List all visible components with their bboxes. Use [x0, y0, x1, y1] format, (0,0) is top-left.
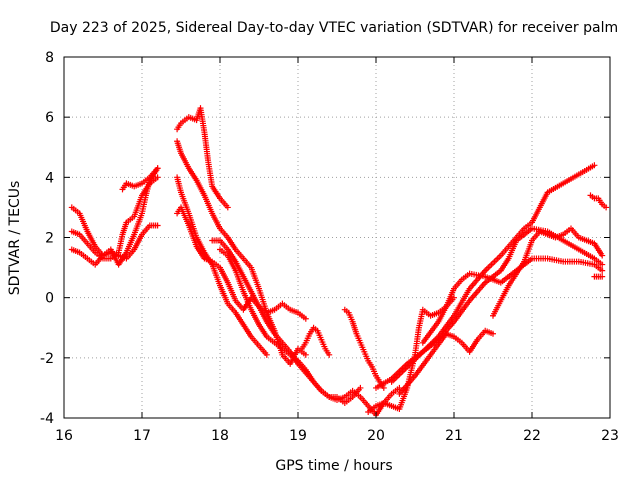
data-point	[599, 261, 606, 268]
series-track-18	[490, 225, 606, 319]
data-point	[224, 204, 231, 211]
data-point	[326, 351, 333, 358]
series-track-16	[396, 327, 496, 397]
series-track-12	[341, 306, 387, 391]
x-tick-label: 19	[289, 428, 307, 444]
data-point	[451, 294, 457, 301]
x-tick-label: 23	[601, 428, 619, 444]
x-tick-label: 21	[445, 428, 463, 444]
y-tick-label: 2	[45, 231, 54, 247]
data-marks	[68, 105, 610, 418]
data-point	[357, 384, 364, 391]
series-track-11	[298, 324, 333, 358]
x-tick-label: 16	[55, 428, 73, 444]
series-track-20	[591, 273, 606, 280]
series-track-3	[68, 222, 161, 268]
y-axis-label: SDTVAR / TECUs	[7, 181, 23, 296]
x-tick-label: 18	[211, 428, 229, 444]
data-point	[154, 174, 161, 181]
data-point	[603, 204, 610, 211]
y-tick-label: 6	[45, 110, 54, 126]
data-point	[263, 351, 270, 358]
data-point	[396, 384, 403, 391]
data-point	[302, 315, 309, 322]
x-tick-label: 17	[133, 428, 151, 444]
x-axis-label: GPS time / hours	[275, 458, 392, 474]
series-track-5	[174, 105, 231, 211]
series-track-6	[174, 138, 309, 367]
y-tick-label: 4	[45, 170, 54, 186]
series-track-19	[587, 192, 610, 211]
data-point	[154, 165, 161, 172]
axis-ticks: 16 17 18 19 20 21 22 23 -4 -2 0 2 4 6 8	[40, 50, 619, 444]
data-point	[599, 267, 606, 274]
data-point	[591, 162, 598, 169]
data-point	[599, 273, 606, 280]
x-tick-label: 22	[523, 428, 541, 444]
y-tick-label: -4	[40, 411, 54, 427]
series-track-4	[119, 165, 161, 193]
grid-lines	[64, 57, 610, 418]
data-point	[302, 351, 309, 358]
series-track-15	[388, 225, 606, 385]
series-track-13	[365, 294, 457, 415]
y-tick-label: 0	[45, 291, 54, 307]
series-track-2	[68, 174, 161, 262]
x-tick-label: 20	[367, 428, 385, 444]
data-point	[490, 330, 496, 337]
y-tick-label: -2	[40, 351, 54, 367]
data-point	[599, 252, 606, 259]
y-tick-label: 8	[45, 50, 54, 66]
chart-title: Day 223 of 2025, Sidereal Day-to-day VTE…	[50, 20, 618, 36]
data-point	[154, 222, 161, 229]
